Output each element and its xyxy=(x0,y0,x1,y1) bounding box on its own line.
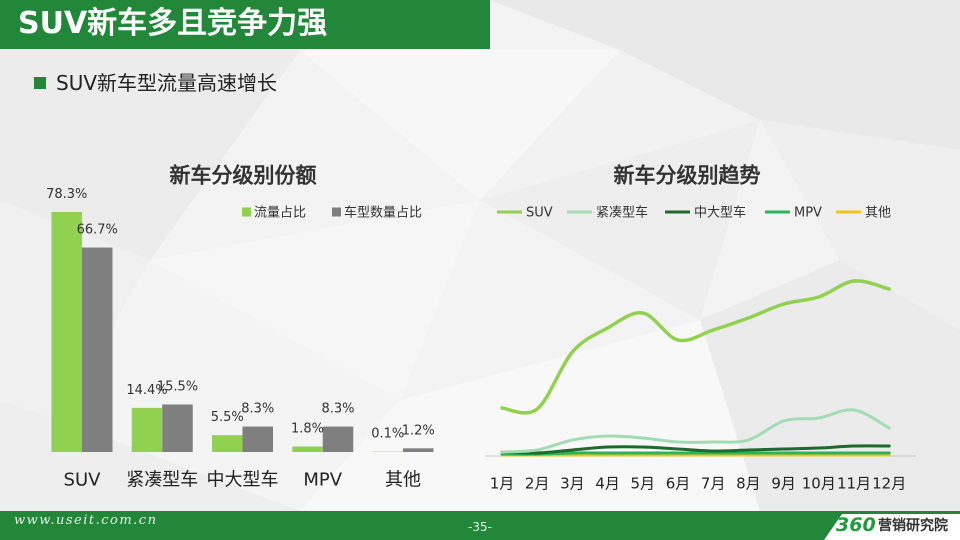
footer-url: www.useit.com.cn xyxy=(14,513,158,528)
bar-series-1-4 xyxy=(292,446,323,452)
background-shape xyxy=(490,0,960,150)
line-series-3 xyxy=(500,444,891,455)
bullet-square-icon xyxy=(34,77,46,89)
bar-series-2-3 xyxy=(242,426,273,452)
legend-item: 流量占比 xyxy=(242,206,306,221)
bar-series-1-3 xyxy=(212,435,243,452)
line-series-1 xyxy=(500,279,891,415)
data-label: 14.4% xyxy=(126,383,167,398)
background-shape xyxy=(300,50,620,200)
data-label: 8.3% xyxy=(241,402,274,417)
x-tick-label: 4月 xyxy=(595,475,620,493)
bar-series-2-5 xyxy=(403,448,434,452)
x-tick-label: SUV xyxy=(64,470,102,491)
legend-swatch xyxy=(332,207,341,217)
legend-label: 其他 xyxy=(865,206,891,221)
bullet-text: SUV新车型流量高速增长 xyxy=(56,71,278,95)
data-label: 5.5% xyxy=(211,410,244,425)
background-shape xyxy=(760,120,960,330)
background-shape xyxy=(480,120,760,320)
data-label: 66.7% xyxy=(77,223,118,238)
legend-item: MPV xyxy=(765,206,822,221)
legend-label: MPV xyxy=(794,206,822,221)
footer-background xyxy=(0,511,960,540)
legend-label: 紧凑型车 xyxy=(596,205,648,221)
legend-item: SUV xyxy=(497,206,553,221)
legend-label: SUV xyxy=(526,206,553,221)
x-tick-label: 11月 xyxy=(837,475,871,493)
chart-legend: SUV 紧凑型车 中大型车 MPV 其他 xyxy=(497,205,891,221)
legend-item: 中大型车 xyxy=(665,205,746,221)
x-tick-label: 9月 xyxy=(771,475,796,493)
bar-series-1-1 xyxy=(51,212,82,452)
data-label: 78.3% xyxy=(46,187,87,202)
data-label: 8.3% xyxy=(321,402,354,417)
x-tick-label: 3月 xyxy=(560,475,585,493)
chart-plot-area: 1月 2月 3月 4月 5月 6月 7月 8月 9月 10月 11月 12月 xyxy=(485,279,916,493)
x-tick-label: 6月 xyxy=(666,475,691,493)
legend-label: 车型数量占比 xyxy=(344,205,422,221)
bar-series-2-1 xyxy=(82,247,113,452)
data-label: 1.8% xyxy=(291,421,324,436)
data-label: 15.5% xyxy=(157,379,198,394)
legend-item: 其他 xyxy=(836,206,891,221)
line-series-4 xyxy=(500,451,891,456)
logo-360: 360 xyxy=(836,514,876,536)
logo-backdrop xyxy=(824,514,960,540)
chart-title: 新车分级别趋势 xyxy=(614,164,761,188)
x-tick-label: 2月 xyxy=(525,475,550,493)
slide-title: SUV新车多且竞争力强 xyxy=(18,6,328,41)
chart-title: 新车分级别份额 xyxy=(170,164,317,188)
chart-legend: 流量占比 车型数量占比 xyxy=(242,205,422,221)
background-shape xyxy=(0,50,300,260)
data-label: 1.2% xyxy=(402,423,435,438)
legend-label: 流量占比 xyxy=(254,206,306,221)
x-tick-label: 中大型车 xyxy=(207,470,279,491)
legend-swatch xyxy=(242,207,251,217)
x-tick-label: 12月 xyxy=(872,475,906,493)
line-chart-trend: 新车分级别趋势 SUV 紧凑型车 中大型车 MPV 其他 1月 2月 3月 4月 5月 6月 7月 8… xyxy=(485,164,916,493)
footer-bar xyxy=(0,511,960,540)
x-tick-label: 紧凑型车 xyxy=(126,470,198,491)
x-tick-label: 7月 xyxy=(701,475,726,493)
background-shape xyxy=(150,200,480,400)
bar-series-2-2 xyxy=(162,404,193,452)
background-shape xyxy=(300,320,760,511)
x-tick-label: 10月 xyxy=(802,475,836,493)
title-bar xyxy=(0,0,490,49)
x-tick-label: 5月 xyxy=(631,475,656,493)
x-tick-label: MPV xyxy=(303,470,342,491)
data-label: 0.1% xyxy=(371,427,404,442)
bar-series-1-2 xyxy=(131,407,163,452)
legend-item: 紧凑型车 xyxy=(567,205,648,221)
logo-text: 营销研究院 xyxy=(878,518,948,534)
bar-series-2-4 xyxy=(322,426,354,452)
chart-plot-area: 78.3% 14.4% 5.5% 1.8% 0.1% 66.7% 15.5% 8.3% 8.3%… xyxy=(46,187,435,491)
bar-chart-share: 新车分级别份额 流量占比 车型数量占比 78.3% 14.4% 5.5% 1.8% 0.1… xyxy=(46,164,435,491)
line-series-2 xyxy=(500,408,891,454)
legend-label: 中大型车 xyxy=(694,205,746,221)
background-shape xyxy=(480,50,760,200)
x-tick-label: 其他 xyxy=(385,470,421,491)
page-number: -35- xyxy=(468,520,492,534)
x-tick-label: 8月 xyxy=(736,475,761,493)
legend-item: 车型数量占比 xyxy=(332,205,422,221)
x-tick-label: 1月 xyxy=(490,475,515,493)
